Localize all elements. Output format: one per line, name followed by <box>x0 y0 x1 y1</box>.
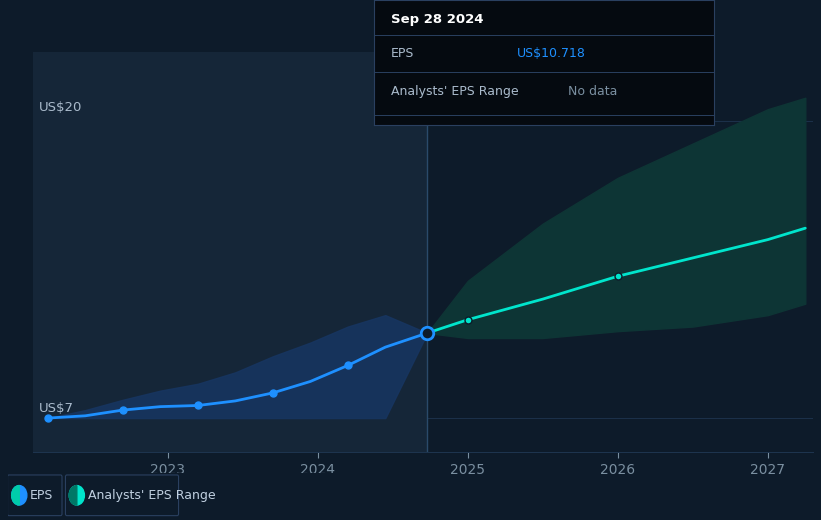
Text: US$20: US$20 <box>39 101 82 114</box>
Text: Analysts Forecasts: Analysts Forecasts <box>436 80 553 93</box>
FancyBboxPatch shape <box>7 475 62 516</box>
Text: US$7: US$7 <box>39 401 74 414</box>
Text: EPS: EPS <box>391 47 414 60</box>
FancyBboxPatch shape <box>66 475 178 516</box>
Text: EPS: EPS <box>30 489 53 502</box>
Wedge shape <box>69 486 77 505</box>
Text: US$10.718: US$10.718 <box>516 47 585 60</box>
Wedge shape <box>11 486 19 505</box>
Text: Analysts' EPS Range: Analysts' EPS Range <box>88 489 215 502</box>
Circle shape <box>11 486 27 505</box>
Bar <box>33 52 427 452</box>
Text: Actual: Actual <box>379 80 419 93</box>
Text: No data: No data <box>568 85 617 98</box>
Text: Sep 28 2024: Sep 28 2024 <box>391 14 483 27</box>
Circle shape <box>69 486 85 505</box>
Text: Analysts' EPS Range: Analysts' EPS Range <box>391 85 518 98</box>
